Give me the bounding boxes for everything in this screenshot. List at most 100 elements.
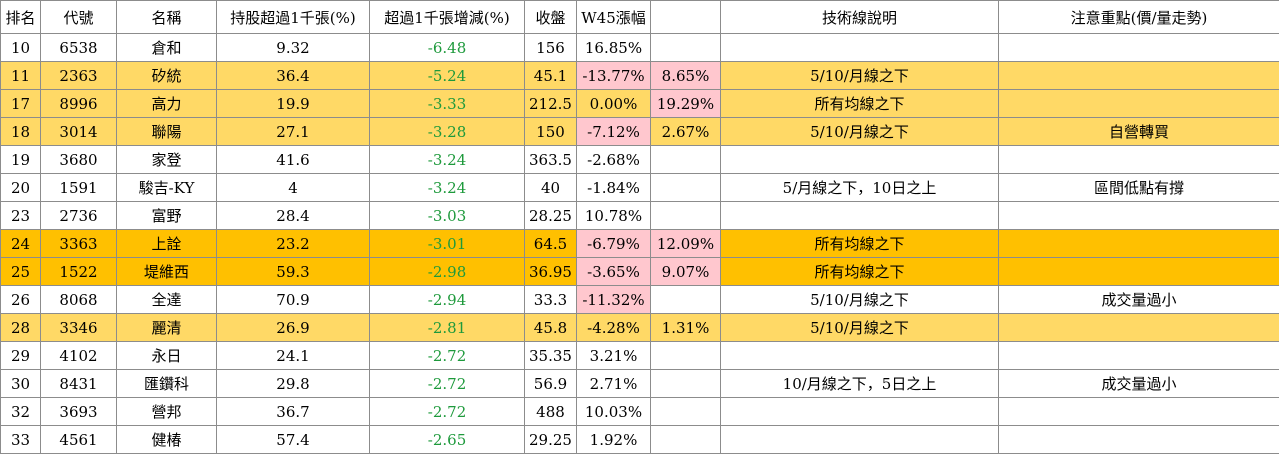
header-extra <box>650 0 721 34</box>
cell-holding-change: -3.03 <box>369 201 525 230</box>
header-code: 代號 <box>40 0 117 34</box>
cell-w45: 1.92% <box>576 425 651 454</box>
table-row: 24 3363 上詮 23.2 -3.01 64.5 -6.79% 12.09% 所有均線之下 <box>0 229 1279 258</box>
cell-tech <box>720 341 999 370</box>
cell-tech <box>720 397 999 426</box>
cell-note: 成交量過小 <box>998 369 1279 398</box>
cell-holding-pct: 28.4 <box>216 201 370 230</box>
cell-note: 成交量過小 <box>998 285 1279 314</box>
table-row: 30 8431 匯鑽科 29.8 -2.72 56.9 2.71% 10/月線之下，5日之上成… <box>0 369 1279 398</box>
cell-note <box>998 229 1279 258</box>
cell-holding-change: -3.28 <box>369 117 525 146</box>
cell-rank: 29 <box>0 341 41 370</box>
cell-holding-pct: 70.9 <box>216 285 370 314</box>
cell-close: 212.5 <box>524 89 577 118</box>
cell-extra <box>650 33 721 62</box>
cell-w45: -4.28% <box>576 313 651 342</box>
cell-holding-change: -2.94 <box>369 285 525 314</box>
cell-close: 35.35 <box>524 341 577 370</box>
cell-w45: -6.79% <box>576 229 651 258</box>
cell-extra <box>650 173 721 202</box>
cell-name: 矽統 <box>116 61 217 90</box>
header-rank: 排名 <box>0 0 41 34</box>
table-row: 10 6538 倉和 9.32 -6.48 156 16.85% <box>0 33 1279 62</box>
cell-w45: -11.32% <box>576 285 651 314</box>
cell-note <box>998 33 1279 62</box>
header-holding-pct: 持股超過1千張(%) <box>216 0 370 34</box>
cell-tech: 5/10/月線之下 <box>720 285 999 314</box>
cell-note <box>998 341 1279 370</box>
cell-tech: 所有均線之下 <box>720 257 999 286</box>
cell-holding-change: -3.01 <box>369 229 525 258</box>
cell-note <box>998 89 1279 118</box>
cell-code: 1522 <box>40 257 117 286</box>
cell-tech: 5/10/月線之下 <box>720 313 999 342</box>
table-row: 32 3693 營邦 36.7 -2.72 488 10.03% <box>0 397 1279 426</box>
cell-rank: 20 <box>0 173 41 202</box>
cell-close: 64.5 <box>524 229 577 258</box>
header-name: 名稱 <box>116 0 217 34</box>
cell-code: 3014 <box>40 117 117 146</box>
cell-holding-change: -6.48 <box>369 33 525 62</box>
cell-holding-pct: 29.8 <box>216 369 370 398</box>
table-row: 20 1591 駿吉-KY 4 -3.24 40 -1.84% 5/月線之下，10日之上 區間低… <box>0 173 1279 202</box>
cell-close: 488 <box>524 397 577 426</box>
table-row: 19 3680 家登 41.6 -3.24 363.5 -2.68% <box>0 145 1279 174</box>
table-row: 33 4561 健椿 57.4 -2.65 29.25 1.92% <box>0 425 1279 454</box>
cell-extra <box>650 341 721 370</box>
cell-close: 363.5 <box>524 145 577 174</box>
table-row: 26 8068 全達 70.9 -2.94 33.3 -11.32% 5/10/月線之下 成交量… <box>0 285 1279 314</box>
cell-rank: 30 <box>0 369 41 398</box>
cell-holding-pct: 23.2 <box>216 229 370 258</box>
cell-rank: 17 <box>0 89 41 118</box>
cell-extra <box>650 201 721 230</box>
cell-extra <box>650 397 721 426</box>
table-row: 28 3346 麗清 26.9 -2.81 45.8 -4.28% 1.31% 5/10/月線之… <box>0 313 1279 342</box>
cell-rank: 11 <box>0 61 41 90</box>
cell-w45: -2.68% <box>576 145 651 174</box>
cell-code: 1591 <box>40 173 117 202</box>
cell-extra <box>650 145 721 174</box>
cell-holding-change: -2.72 <box>369 369 525 398</box>
cell-name: 堤維西 <box>116 257 217 286</box>
cell-w45: 2.71% <box>576 369 651 398</box>
cell-code: 4102 <box>40 341 117 370</box>
cell-note: 自營轉買 <box>998 117 1279 146</box>
table-row: 25 1522 堤維西 59.3 -2.98 36.95 -3.65% 9.07% 所有均線之下 <box>0 257 1279 286</box>
cell-rank: 19 <box>0 145 41 174</box>
cell-note <box>998 201 1279 230</box>
cell-holding-pct: 41.6 <box>216 145 370 174</box>
header-w45: W45漲幅 <box>576 0 651 34</box>
header-note: 注意重點(價/量走勢) <box>998 0 1279 34</box>
cell-w45: -1.84% <box>576 173 651 202</box>
cell-holding-change: -3.24 <box>369 145 525 174</box>
cell-w45: 10.03% <box>576 397 651 426</box>
cell-holding-change: -3.24 <box>369 173 525 202</box>
cell-tech: 所有均線之下 <box>720 229 999 258</box>
cell-extra: 12.09% <box>650 229 721 258</box>
cell-close: 150 <box>524 117 577 146</box>
cell-name: 全達 <box>116 285 217 314</box>
cell-extra <box>650 369 721 398</box>
cell-code: 8068 <box>40 285 117 314</box>
header-tech: 技術線說明 <box>720 0 999 34</box>
cell-tech: 5/10/月線之下 <box>720 117 999 146</box>
cell-holding-pct: 4 <box>216 173 370 202</box>
cell-extra <box>650 285 721 314</box>
cell-holding-change: -2.81 <box>369 313 525 342</box>
cell-name: 麗清 <box>116 313 217 342</box>
cell-note <box>998 145 1279 174</box>
cell-rank: 23 <box>0 201 41 230</box>
cell-rank: 28 <box>0 313 41 342</box>
cell-rank: 32 <box>0 397 41 426</box>
cell-w45: 0.00% <box>576 89 651 118</box>
cell-name: 健椿 <box>116 425 217 454</box>
cell-holding-change: -2.98 <box>369 257 525 286</box>
cell-holding-pct: 59.3 <box>216 257 370 286</box>
cell-code: 3346 <box>40 313 117 342</box>
cell-tech: 所有均線之下 <box>720 89 999 118</box>
cell-name: 匯鑽科 <box>116 369 217 398</box>
cell-note <box>998 257 1279 286</box>
table-row: 17 8996 高力 19.9 -3.33 212.5 0.00% 19.29% 所有均線之下 <box>0 89 1279 118</box>
cell-w45: -3.65% <box>576 257 651 286</box>
